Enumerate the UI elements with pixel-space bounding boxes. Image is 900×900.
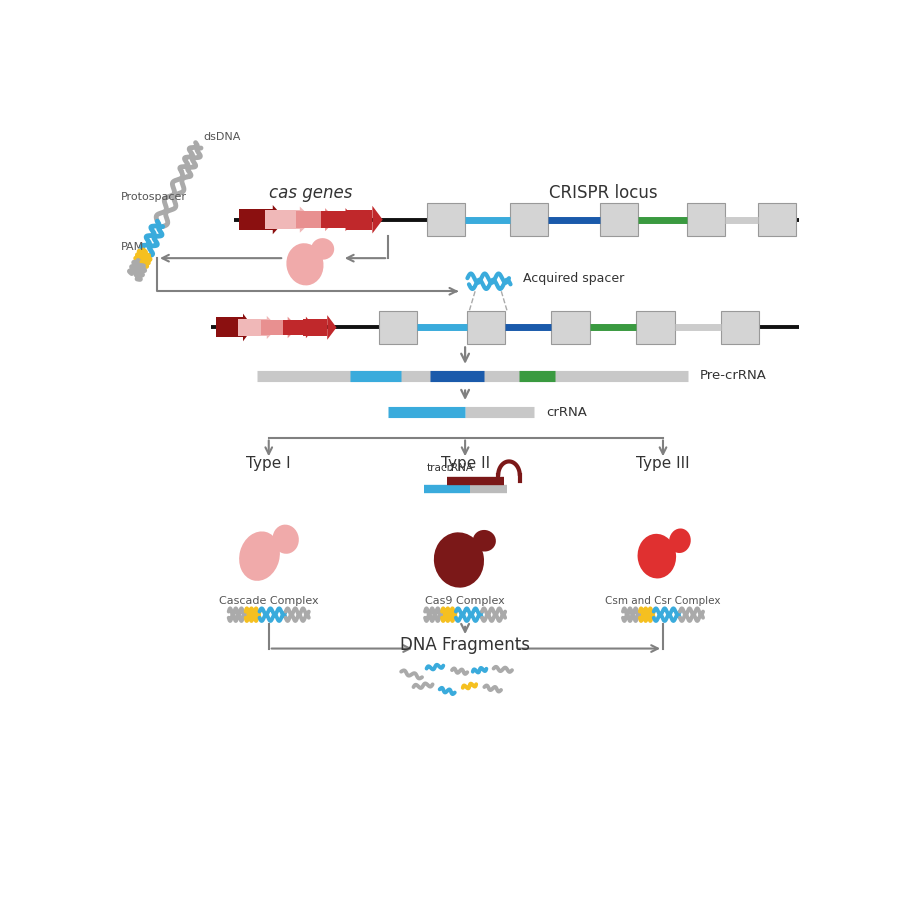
Text: Pre-crRNA: Pre-crRNA	[700, 370, 767, 382]
Polygon shape	[346, 208, 355, 231]
Ellipse shape	[637, 534, 676, 579]
Polygon shape	[328, 315, 337, 340]
Polygon shape	[306, 317, 315, 338]
Text: Cas9 Complex: Cas9 Complex	[425, 596, 505, 606]
FancyBboxPatch shape	[379, 311, 418, 344]
Polygon shape	[266, 316, 278, 339]
Ellipse shape	[239, 531, 280, 580]
Text: DNA Fragments: DNA Fragments	[400, 635, 530, 653]
FancyBboxPatch shape	[721, 311, 760, 344]
Ellipse shape	[273, 525, 299, 554]
Text: Csm and Csr Complex: Csm and Csr Complex	[605, 596, 721, 606]
Polygon shape	[273, 205, 285, 234]
FancyBboxPatch shape	[599, 203, 638, 236]
Polygon shape	[373, 206, 382, 233]
FancyBboxPatch shape	[509, 203, 548, 236]
Polygon shape	[321, 212, 346, 228]
FancyBboxPatch shape	[427, 203, 465, 236]
Text: PAM: PAM	[121, 241, 144, 252]
Text: tracrRNA: tracrRNA	[427, 463, 473, 473]
Text: Type II: Type II	[440, 456, 490, 472]
Ellipse shape	[286, 243, 323, 285]
Polygon shape	[265, 210, 300, 230]
Polygon shape	[325, 208, 337, 231]
FancyBboxPatch shape	[687, 203, 725, 236]
Text: Protospacer: Protospacer	[121, 192, 187, 202]
FancyBboxPatch shape	[758, 203, 796, 236]
Polygon shape	[261, 320, 288, 335]
FancyBboxPatch shape	[636, 311, 674, 344]
Text: cas genes: cas genes	[269, 184, 353, 202]
Polygon shape	[239, 209, 273, 230]
Polygon shape	[238, 319, 266, 336]
Text: crRNA: crRNA	[546, 406, 587, 419]
Polygon shape	[243, 313, 254, 341]
Polygon shape	[296, 212, 325, 228]
Polygon shape	[300, 207, 313, 233]
FancyBboxPatch shape	[552, 311, 590, 344]
FancyBboxPatch shape	[466, 311, 505, 344]
Polygon shape	[216, 318, 243, 338]
Text: Type III: Type III	[636, 456, 689, 472]
Ellipse shape	[434, 532, 484, 588]
Polygon shape	[303, 319, 328, 337]
Text: CRISPR locus: CRISPR locus	[549, 184, 658, 202]
Text: Acquired spacer: Acquired spacer	[523, 273, 624, 285]
Text: Type I: Type I	[247, 456, 291, 472]
Text: dsDNA: dsDNA	[203, 132, 240, 142]
Polygon shape	[283, 320, 306, 335]
Ellipse shape	[311, 238, 334, 260]
Polygon shape	[288, 317, 298, 338]
Text: Cascade Complex: Cascade Complex	[219, 596, 319, 606]
Polygon shape	[346, 210, 373, 230]
Ellipse shape	[472, 530, 496, 552]
Ellipse shape	[669, 528, 691, 553]
